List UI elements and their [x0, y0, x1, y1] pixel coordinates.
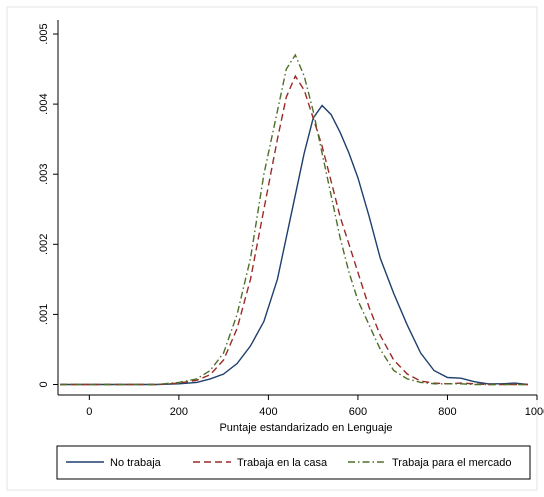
y-tick-label: .005 [38, 23, 50, 44]
x-tick-label: 0 [86, 406, 92, 418]
x-axis-title: Puntaje estandarizado en Lenguaje [219, 422, 392, 434]
y-tick-label: .004 [38, 93, 50, 114]
series-line-1 [60, 104, 529, 386]
axes [57, 20, 537, 396]
x-tick-label: 200 [170, 406, 188, 418]
y-tick-label: 0 [38, 381, 50, 387]
series-lines [60, 53, 529, 386]
legend-box [56, 445, 531, 480]
x-tick-label: 400 [259, 406, 277, 418]
y-tick-label: .001 [38, 304, 50, 325]
y-ticks: 0 .001 .002 .003 .004 .005 [38, 23, 58, 388]
legend-label-2: Trabaja en la casa [237, 457, 328, 469]
plot-frame [6, 6, 538, 491]
legend-label-3: Trabaja para el mercado [392, 457, 511, 469]
legend: No trabaja Trabaja en la casa Trabaja para… [56, 445, 531, 480]
legend-label-1: No trabaja [110, 457, 162, 469]
series-line-3 [60, 53, 528, 386]
y-tick-label: .002 [38, 234, 50, 255]
x-tick-label: 800 [438, 406, 456, 418]
x-tick-label: 600 [349, 406, 367, 418]
y-tick-label: .003 [38, 163, 50, 184]
